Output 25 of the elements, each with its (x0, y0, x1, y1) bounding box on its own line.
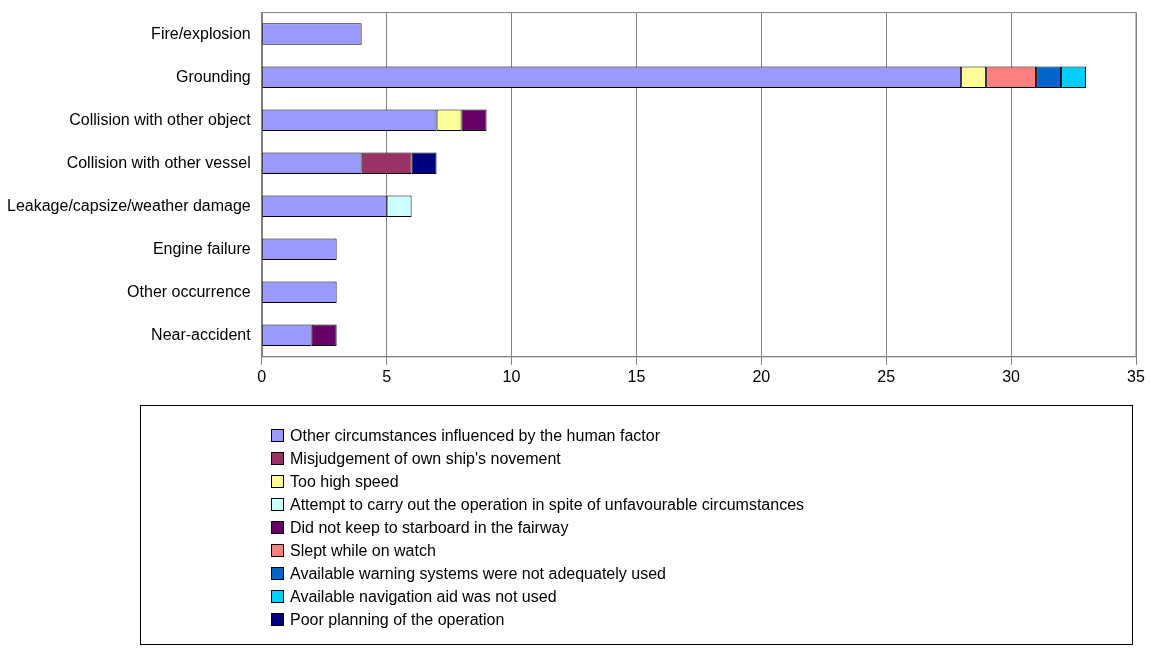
x-tick-label: 20 (752, 367, 771, 385)
y-tick-label: Collision with other object (69, 110, 252, 128)
legend-label: Available warning systems were not adequately used (290, 564, 666, 583)
legend-label: Slept while on watch (290, 541, 436, 560)
legend-label: Too high speed (290, 472, 399, 491)
x-tick-label: 35 (1127, 367, 1145, 385)
x-tick-label: 0 (257, 367, 267, 385)
y-tick-label: Fire/explosion (151, 24, 251, 42)
y-tick-label: Other occurrence (127, 282, 251, 300)
legend-label: Did not keep to starboard in the fairway (290, 518, 569, 537)
x-tick-label: 5 (382, 367, 392, 385)
y-tick-label: Engine failure (152, 239, 251, 257)
y-tick-label: Collision with other vessel (66, 153, 251, 171)
y-tick-label: Grounding (176, 67, 251, 85)
legend-label: Poor planning of the operation (290, 610, 505, 629)
legend-label: Attempt to carry out the operation in spite of unfavourable circumstances (290, 495, 805, 514)
y-tick-label: Leakage/capsize/weather damage (7, 196, 251, 214)
legend-label: Misjudgement of own ship's novement (290, 449, 561, 468)
legend-label: Other circumstances influenced by the human factor (290, 426, 660, 445)
x-tick-label: 10 (502, 367, 521, 385)
legend-label: Available navigation aid was not used (290, 587, 557, 606)
x-tick-label: 15 (627, 367, 646, 385)
y-tick-label: Near-accident (151, 325, 252, 343)
x-tick-label: 30 (1002, 367, 1021, 385)
x-tick-label: 25 (877, 367, 896, 385)
